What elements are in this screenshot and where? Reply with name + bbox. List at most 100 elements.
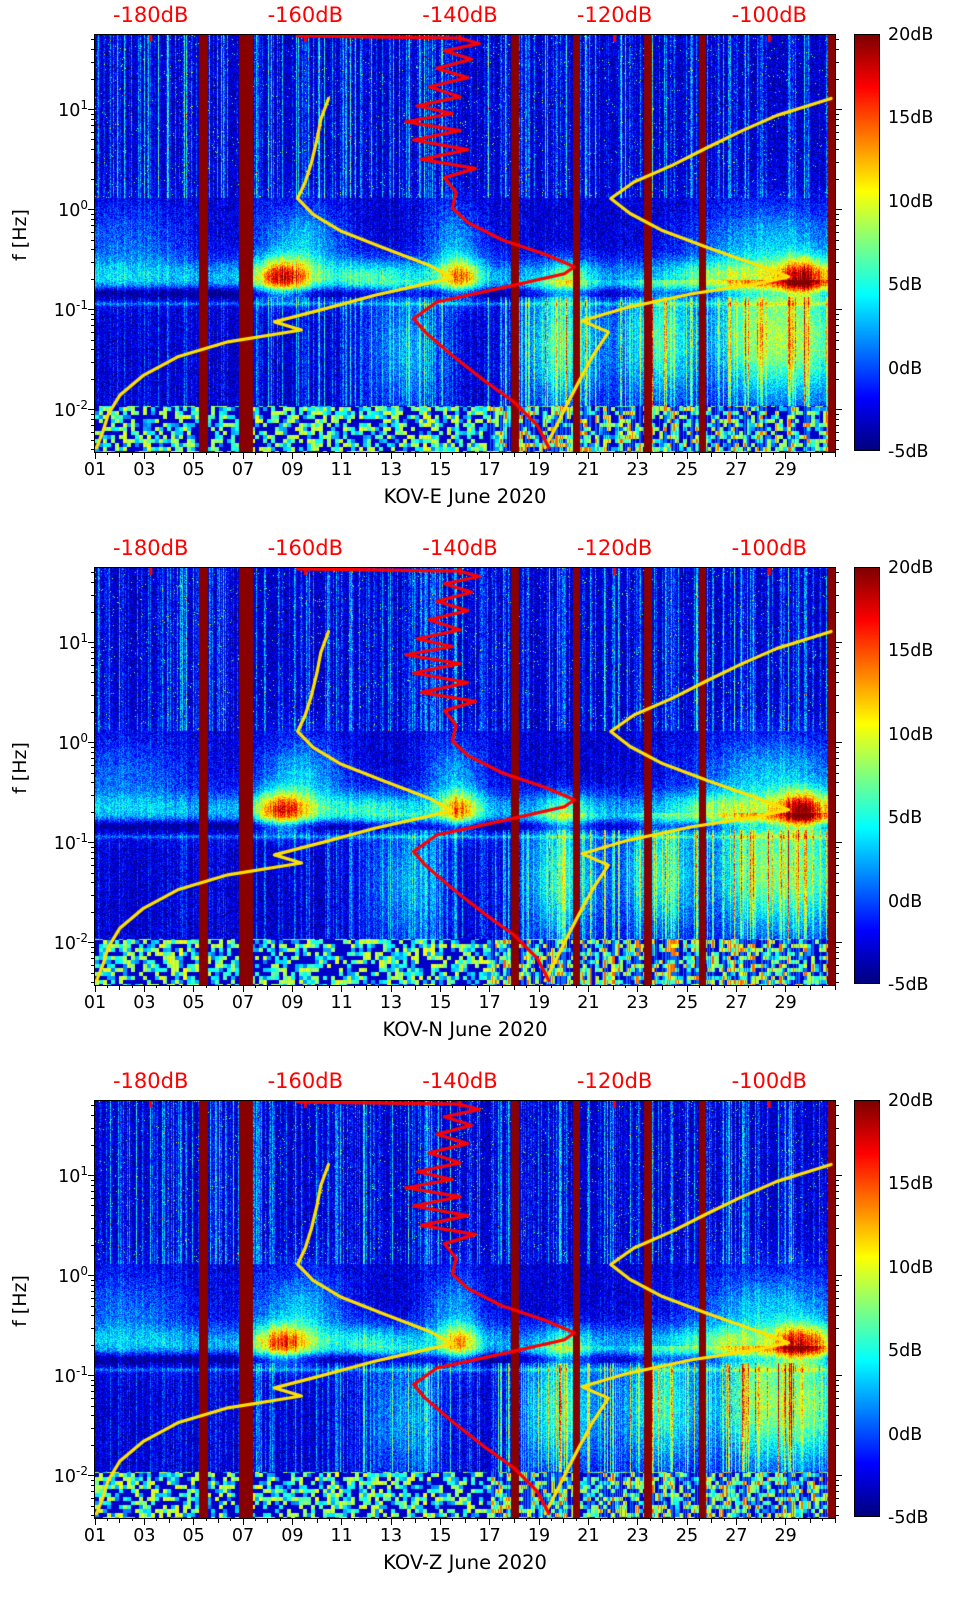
y-axis-tick [91, 1505, 94, 1507]
x-tick-label: 29 [774, 1526, 797, 1546]
x-axis-tick [785, 986, 787, 992]
top-axis-tick-label: -140dB [422, 1069, 498, 1093]
y-axis-tick [88, 1275, 94, 1277]
x-axis-tick [698, 1519, 700, 1521]
y-axis-tick [836, 842, 842, 844]
y-axis-tick [836, 1290, 839, 1292]
y-axis-tick [836, 712, 839, 714]
y-axis-label: f [Hz] [9, 742, 31, 794]
x-axis-tick [106, 986, 108, 988]
x-axis-tick [464, 1519, 466, 1523]
spectrogram-canvas [95, 568, 835, 985]
y-axis-tick [91, 224, 94, 226]
y-axis-tick [836, 1480, 839, 1482]
x-tick-label: 11 [330, 993, 353, 1013]
y-axis-tick [836, 942, 842, 944]
x-axis-tick [624, 986, 626, 988]
y-axis-label: f [Hz] [9, 1275, 31, 1327]
y-axis-tick [91, 131, 94, 133]
x-axis-tick [735, 1519, 737, 1525]
y-axis-tick [91, 49, 94, 51]
x-axis-tick [797, 453, 799, 455]
y-axis-tick [91, 764, 94, 766]
y-axis-tick [836, 752, 839, 754]
y-axis-tick [836, 1279, 839, 1281]
x-axis-tick [365, 986, 367, 990]
x-axis-tick [402, 453, 404, 455]
y-axis-tick [91, 582, 94, 584]
x-axis-tick [575, 986, 577, 988]
y-axis-tick [836, 1285, 839, 1287]
y-axis-tick [91, 612, 94, 614]
y-axis-tick [91, 1185, 94, 1187]
y-axis-tick [91, 1397, 94, 1399]
x-axis-tick [489, 986, 491, 992]
y-axis-tick [836, 449, 839, 451]
y-axis-tick [91, 1190, 94, 1192]
x-tick-label: 17 [478, 460, 501, 480]
x-axis-tick [674, 1519, 676, 1521]
x-axis-tick [711, 1519, 713, 1523]
x-axis-tick [785, 1519, 787, 1525]
x-axis-tick [452, 453, 454, 455]
y-axis-tick [91, 331, 94, 333]
y-axis-tick [836, 213, 839, 215]
x-axis-tick [723, 986, 725, 988]
x-axis-tick [353, 453, 355, 455]
x-axis-tick [217, 1519, 219, 1523]
y-axis-tick [836, 746, 839, 748]
y-axis-tick [91, 179, 94, 181]
y-axis-tick [836, 439, 839, 441]
y-axis-tick [88, 842, 94, 844]
x-axis-tick [439, 986, 441, 992]
top-axis-tick-label: -160dB [267, 3, 344, 27]
y-axis-tick [836, 1397, 839, 1399]
y-axis-tick [836, 409, 842, 411]
y-axis-tick [836, 339, 839, 341]
y-axis-tick [836, 794, 839, 796]
y-axis-tick [836, 582, 839, 584]
x-axis-tick [156, 1519, 158, 1521]
x-axis-tick [637, 453, 639, 459]
x-axis-tick [637, 1519, 639, 1525]
x-axis-tick [254, 986, 256, 988]
y-axis-tick [91, 1415, 94, 1417]
x-axis-tick [538, 1519, 540, 1525]
y-axis-tick [836, 652, 839, 654]
y-axis-tick [91, 1279, 94, 1281]
y-axis-tick [836, 1215, 839, 1217]
y-axis-tick [91, 957, 94, 959]
x-tick-label: 19 [527, 460, 551, 480]
x-axis-tick [267, 453, 269, 457]
x-axis-tick [464, 453, 466, 457]
y-axis-tick [91, 449, 94, 451]
x-tick-label: 11 [330, 1526, 353, 1546]
y-axis-tick [836, 349, 839, 351]
x-axis-tick [575, 453, 577, 455]
y-axis-tick [836, 1127, 839, 1129]
x-axis-tick [760, 986, 762, 990]
y-axis-tick [836, 782, 839, 784]
y-axis-tick [91, 1390, 94, 1392]
plot-area [94, 567, 836, 986]
colorbar-tick-label: 20dB [888, 558, 934, 578]
y-axis-tick [91, 431, 94, 433]
colorbar-tick-label: 15dB [888, 641, 934, 662]
x-axis-tick [748, 1519, 750, 1521]
y-axis-tick [91, 1427, 94, 1429]
y-axis-tick [91, 947, 94, 949]
y-axis-tick [91, 113, 94, 115]
x-axis-tick [304, 986, 306, 988]
x-axis-tick [230, 1519, 232, 1521]
x-tick-label: 21 [577, 993, 600, 1013]
y-axis-tick [836, 261, 839, 263]
x-axis-tick [723, 453, 725, 455]
x-axis-tick [661, 453, 663, 457]
y-axis-tick [836, 309, 842, 311]
y-axis-tick [91, 1405, 94, 1407]
y-axis-tick [88, 409, 94, 411]
y-axis-tick [836, 972, 839, 974]
plot-area [94, 1100, 836, 1519]
y-axis-tick [91, 857, 94, 859]
y-axis-tick [91, 261, 94, 263]
